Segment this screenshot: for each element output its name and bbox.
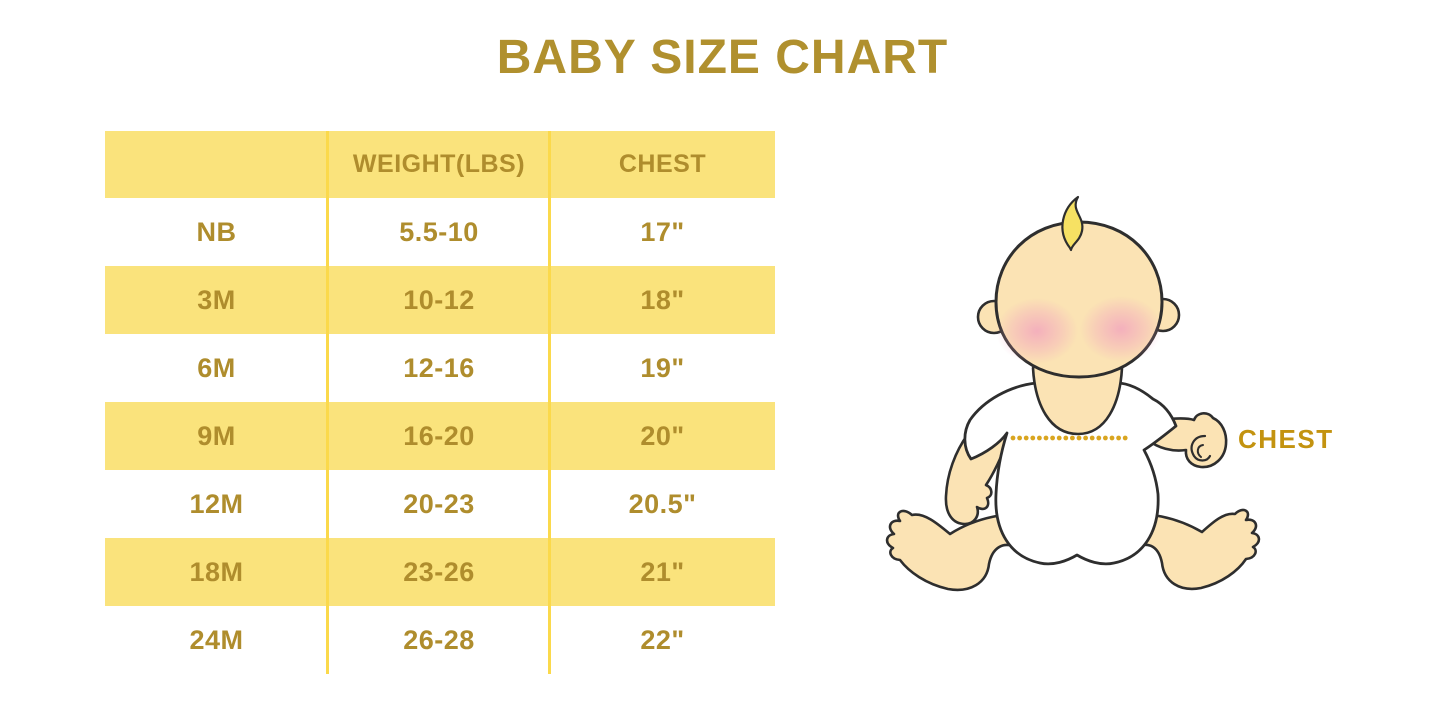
cell-weight: 10-12 bbox=[403, 284, 475, 315]
cell-weight: 12-16 bbox=[403, 352, 475, 383]
cell-size: 24M bbox=[189, 624, 244, 655]
cell-size: 18M bbox=[189, 556, 244, 587]
column-separator-2 bbox=[548, 131, 551, 674]
baby-body-onesie bbox=[963, 381, 1178, 566]
cell-weight: 16-20 bbox=[403, 420, 475, 451]
baby-right-cheek bbox=[1080, 296, 1162, 362]
table-row-24m: 24M 26-28 22" bbox=[105, 606, 775, 674]
table-header-row: WEIGHT(LBS) CHEST bbox=[105, 131, 775, 198]
cell-chest: 20" bbox=[640, 420, 685, 451]
table-row-12m: 12M 20-23 20.5" bbox=[105, 470, 775, 538]
cell-weight: 20-23 bbox=[403, 488, 475, 519]
cell-chest: 17" bbox=[640, 216, 685, 247]
cell-chest: 22" bbox=[640, 624, 685, 655]
cell-chest: 18" bbox=[640, 284, 685, 315]
cell-weight: 26-28 bbox=[403, 624, 475, 655]
column-separator-1 bbox=[326, 131, 329, 674]
table-row-18m: 18M 23-26 21" bbox=[105, 538, 775, 606]
cell-size: 9M bbox=[197, 420, 236, 451]
baby-fist-inner-curl bbox=[1196, 444, 1204, 458]
cell-size: NB bbox=[196, 216, 237, 247]
size-chart-table: WEIGHT(LBS) CHEST NB 5.5-10 17" 3M 10-12… bbox=[105, 131, 775, 674]
cell-size: 12M bbox=[189, 488, 244, 519]
baby-fist-finger-curl bbox=[1190, 434, 1212, 462]
baby-illustration bbox=[885, 195, 1261, 592]
page-title: BABY SIZE CHART bbox=[496, 31, 949, 84]
cell-weight: 5.5-10 bbox=[399, 216, 479, 247]
cell-chest: 19" bbox=[640, 352, 685, 383]
baby-hair-curl bbox=[1061, 195, 1084, 252]
table-row-9m: 9M 16-20 20" bbox=[105, 402, 775, 470]
chest-label: CHEST bbox=[1238, 424, 1334, 454]
table-row-nb: NB 5.5-10 17" bbox=[105, 198, 775, 266]
baby-left-cheek bbox=[996, 298, 1078, 364]
table-row-6m: 6M 12-16 19" bbox=[105, 334, 775, 402]
header-cell-size bbox=[105, 131, 328, 198]
cell-size: 3M bbox=[197, 284, 236, 315]
table-row-3m: 3M 10-12 18" bbox=[105, 266, 775, 334]
cell-size: 6M bbox=[197, 352, 236, 383]
cell-chest: 20.5" bbox=[628, 488, 697, 519]
header-cell-chest: CHEST bbox=[618, 150, 707, 178]
cell-weight: 23-26 bbox=[403, 556, 475, 587]
cell-chest: 21" bbox=[640, 556, 685, 587]
header-cell-weight: WEIGHT(LBS) bbox=[352, 150, 526, 178]
